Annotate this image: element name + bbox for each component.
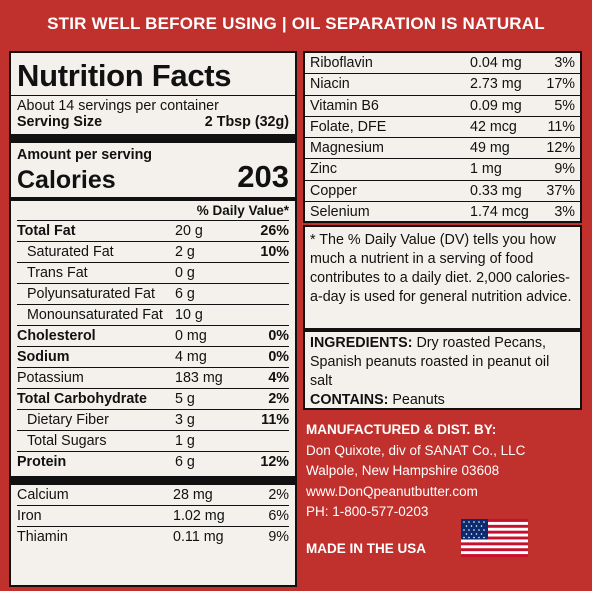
ingredients-text: Dry roasted Pecans, Spanish peanuts roas… bbox=[310, 335, 550, 389]
amount-per-serving: Amount per serving bbox=[17, 147, 153, 163]
nutrient-row: Protein 6 g 12% bbox=[17, 451, 289, 472]
serving-size-row: Serving Size 2 Tbsp (32g) bbox=[17, 114, 289, 130]
servings-per-container: About 14 servings per container bbox=[17, 98, 219, 114]
manufacturer-address: Walpole, New Hampshire 03608 bbox=[306, 463, 500, 478]
vitamin-row: Copper 0.33 mg 37% bbox=[305, 179, 580, 201]
ingredients-panel: INGREDIENTS: Dry roasted Pecans, Spanish… bbox=[303, 330, 582, 410]
nutrient-row: Sodium 4 mg 0% bbox=[17, 346, 289, 367]
nutrient-row: Potassium 183 mg 4% bbox=[17, 367, 289, 388]
manufacturer-info: MANUFACTURED & DIST. BY: Don Quixote, di… bbox=[306, 420, 525, 523]
manufacturer-phone: PH: 1-800-577-0203 bbox=[306, 504, 429, 519]
vitamin-row: Iron 1.02 mg 6% bbox=[17, 505, 289, 526]
vitamin-row: Calcium 28 mg 2% bbox=[17, 487, 289, 503]
nutrient-row: Cholesterol 0 mg 0% bbox=[17, 325, 289, 346]
calories-label: Calories bbox=[17, 166, 116, 194]
vitamin-row: Selenium 1.74 mcg 3% bbox=[305, 201, 580, 222]
nutrient-row: Polyunsaturated Fat 6 g bbox=[17, 283, 289, 304]
nutrient-row: Total Carbohydrate 5 g 2% bbox=[17, 388, 289, 409]
vitamin-row: Riboflavin 0.04 mg 3% bbox=[310, 55, 575, 71]
vitamin-row: Folate, DFE 42 mcg 11% bbox=[305, 115, 580, 137]
nutrient-row: Dietary Fiber 3 g 11% bbox=[17, 409, 289, 430]
calories-value: 203 bbox=[237, 159, 289, 194]
nutrient-row: Trans Fat 0 g bbox=[17, 262, 289, 283]
nutrient-row: Saturated Fat 2 g 10% bbox=[17, 241, 289, 262]
nutrition-facts-title: Nutrition Facts bbox=[17, 58, 232, 93]
serving-size-label: Serving Size bbox=[17, 114, 103, 130]
manufacturer-website: www.DonQpeanutbutter.com bbox=[306, 483, 478, 499]
nutrient-row: Total Sugars 1 g bbox=[17, 430, 289, 451]
nutrient-row: Monounsaturated Fat 10 g bbox=[17, 304, 289, 325]
nutrition-facts-panel: Nutrition Facts About 14 servings per co… bbox=[9, 51, 297, 587]
banner-text: STIR WELL BEFORE USING | OIL SEPARATION … bbox=[47, 14, 545, 33]
made-in-usa: MADE IN THE USA bbox=[306, 541, 427, 556]
vitamin-row: Zinc 1 mg 9% bbox=[305, 158, 580, 179]
manufacturer-company: Don Quixote, div of SANAT Co., LLC bbox=[306, 442, 526, 458]
vitamin-row: Thiamin 0.11 mg 9% bbox=[17, 526, 289, 547]
ingredients-label: INGREDIENTS: bbox=[310, 335, 413, 351]
nutrient-row: Total Fat 20 g 26% bbox=[17, 220, 289, 241]
serving-size-value: 2 Tbsp (32g) bbox=[204, 114, 289, 130]
daily-value-header: % Daily Value* bbox=[196, 203, 289, 218]
vitamin-row: Vitamin B6 0.09 mg 5% bbox=[305, 94, 580, 116]
contains-text: Peanuts bbox=[388, 392, 445, 408]
vitamin-row: Magnesium 49 mg 12% bbox=[305, 137, 580, 158]
us-flag-icon bbox=[461, 519, 528, 557]
manufacturer-heading: MANUFACTURED & DIST. BY: bbox=[306, 422, 497, 437]
vitamins-panel: Riboflavin 0.04 mg 3% Niacin 2.73 mg 17% Vit… bbox=[303, 51, 582, 223]
daily-value-note: * The % Daily Value (DV) tells you how m… bbox=[303, 225, 582, 330]
calories-row: Calories 203 bbox=[17, 159, 289, 195]
contains-label: CONTAINS: bbox=[310, 392, 389, 408]
vitamin-row: Niacin 2.73 mg 17% bbox=[305, 73, 580, 94]
